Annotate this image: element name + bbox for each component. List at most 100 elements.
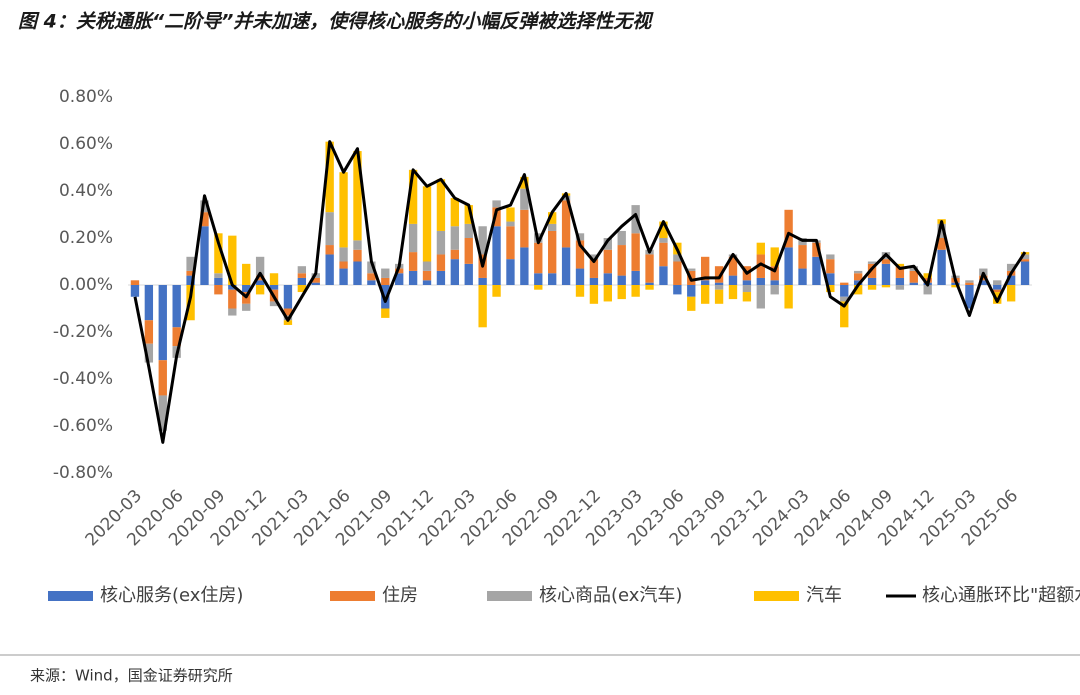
bar [756,277,765,285]
bar [478,277,487,285]
bar [770,285,779,295]
bar [408,169,418,224]
bar [144,343,154,363]
legend-swatch [48,591,93,601]
bar [325,141,334,213]
bar [742,280,752,285]
bar [965,280,974,283]
bar [242,285,251,293]
bar [548,223,557,231]
bar [728,275,738,285]
y-tick-label: 0.60% [59,134,113,154]
bar [965,282,974,285]
bar [853,270,863,274]
bar [575,285,585,297]
bar [130,280,140,285]
bar [812,256,821,285]
bar [228,289,237,309]
bar [631,285,640,297]
bar [812,242,821,257]
bar [436,254,446,271]
bar [659,221,668,238]
bar [506,226,515,260]
bar [575,233,585,241]
bar [853,273,863,281]
bar [339,247,348,262]
bar [506,259,515,285]
bar [770,280,779,285]
bar [214,277,223,285]
bar [742,292,752,302]
bar [283,285,293,309]
bar [617,245,626,276]
y-tick-label: -0.20% [53,322,113,342]
bar [923,273,932,278]
bar [826,273,835,285]
bar [617,285,626,300]
bar [228,235,237,285]
bar [993,292,1002,304]
bar [353,261,362,285]
bar [200,212,209,227]
bar [589,285,599,304]
bar [464,263,473,285]
bar [895,285,905,290]
bar [784,247,793,285]
bar [534,242,543,274]
bar [756,254,765,278]
bar [728,285,738,300]
bar [589,277,599,285]
bar [603,249,612,274]
bar [395,268,404,274]
bar [339,261,348,269]
bar [228,285,237,290]
legend-label: 汽车 [806,585,842,606]
y-tick-label: -0.40% [53,369,113,389]
bar [951,285,960,288]
bar [242,263,251,285]
bar [993,285,1002,290]
bar [714,266,724,283]
bar [408,270,418,285]
bar [367,261,376,274]
bar [492,207,501,227]
legend-swatch [330,591,375,601]
bar [840,301,849,328]
y-tick-label: 0.20% [59,228,113,248]
bar [826,259,835,274]
bar [548,212,557,224]
bar [659,242,668,267]
bar [895,266,905,278]
bar [353,240,362,250]
bar [645,254,654,283]
bar [269,301,279,307]
legend-label: 核心通胀环比"超额水平" [922,585,1080,606]
bar [381,277,390,285]
bar [1020,254,1030,260]
bar [520,247,529,285]
bar [172,327,181,347]
bar [464,223,473,238]
bar [450,198,460,227]
source: 来源：Wind，国金证券研究所 [30,667,233,685]
bar [450,226,460,250]
bar [158,395,167,431]
bar [714,282,724,285]
bar [575,240,585,269]
bar [673,285,682,295]
bar [200,226,209,285]
bar [548,230,557,274]
bar [464,238,473,264]
line [133,140,1027,444]
bar [603,238,612,250]
bar [645,285,654,290]
bar [172,285,181,328]
bar [422,186,432,262]
bar [631,205,640,234]
bar [381,268,390,278]
bar [186,270,195,276]
bar [144,320,154,344]
bar [561,247,571,285]
bar [937,249,946,285]
